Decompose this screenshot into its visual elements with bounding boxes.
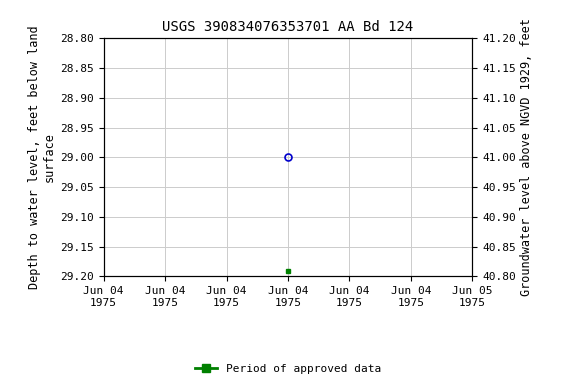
Title: USGS 390834076353701 AA Bd 124: USGS 390834076353701 AA Bd 124: [162, 20, 414, 35]
Y-axis label: Depth to water level, feet below land
surface: Depth to water level, feet below land su…: [28, 26, 56, 289]
Legend: Period of approved data: Period of approved data: [191, 359, 385, 379]
Y-axis label: Groundwater level above NGVD 1929, feet: Groundwater level above NGVD 1929, feet: [520, 18, 533, 296]
